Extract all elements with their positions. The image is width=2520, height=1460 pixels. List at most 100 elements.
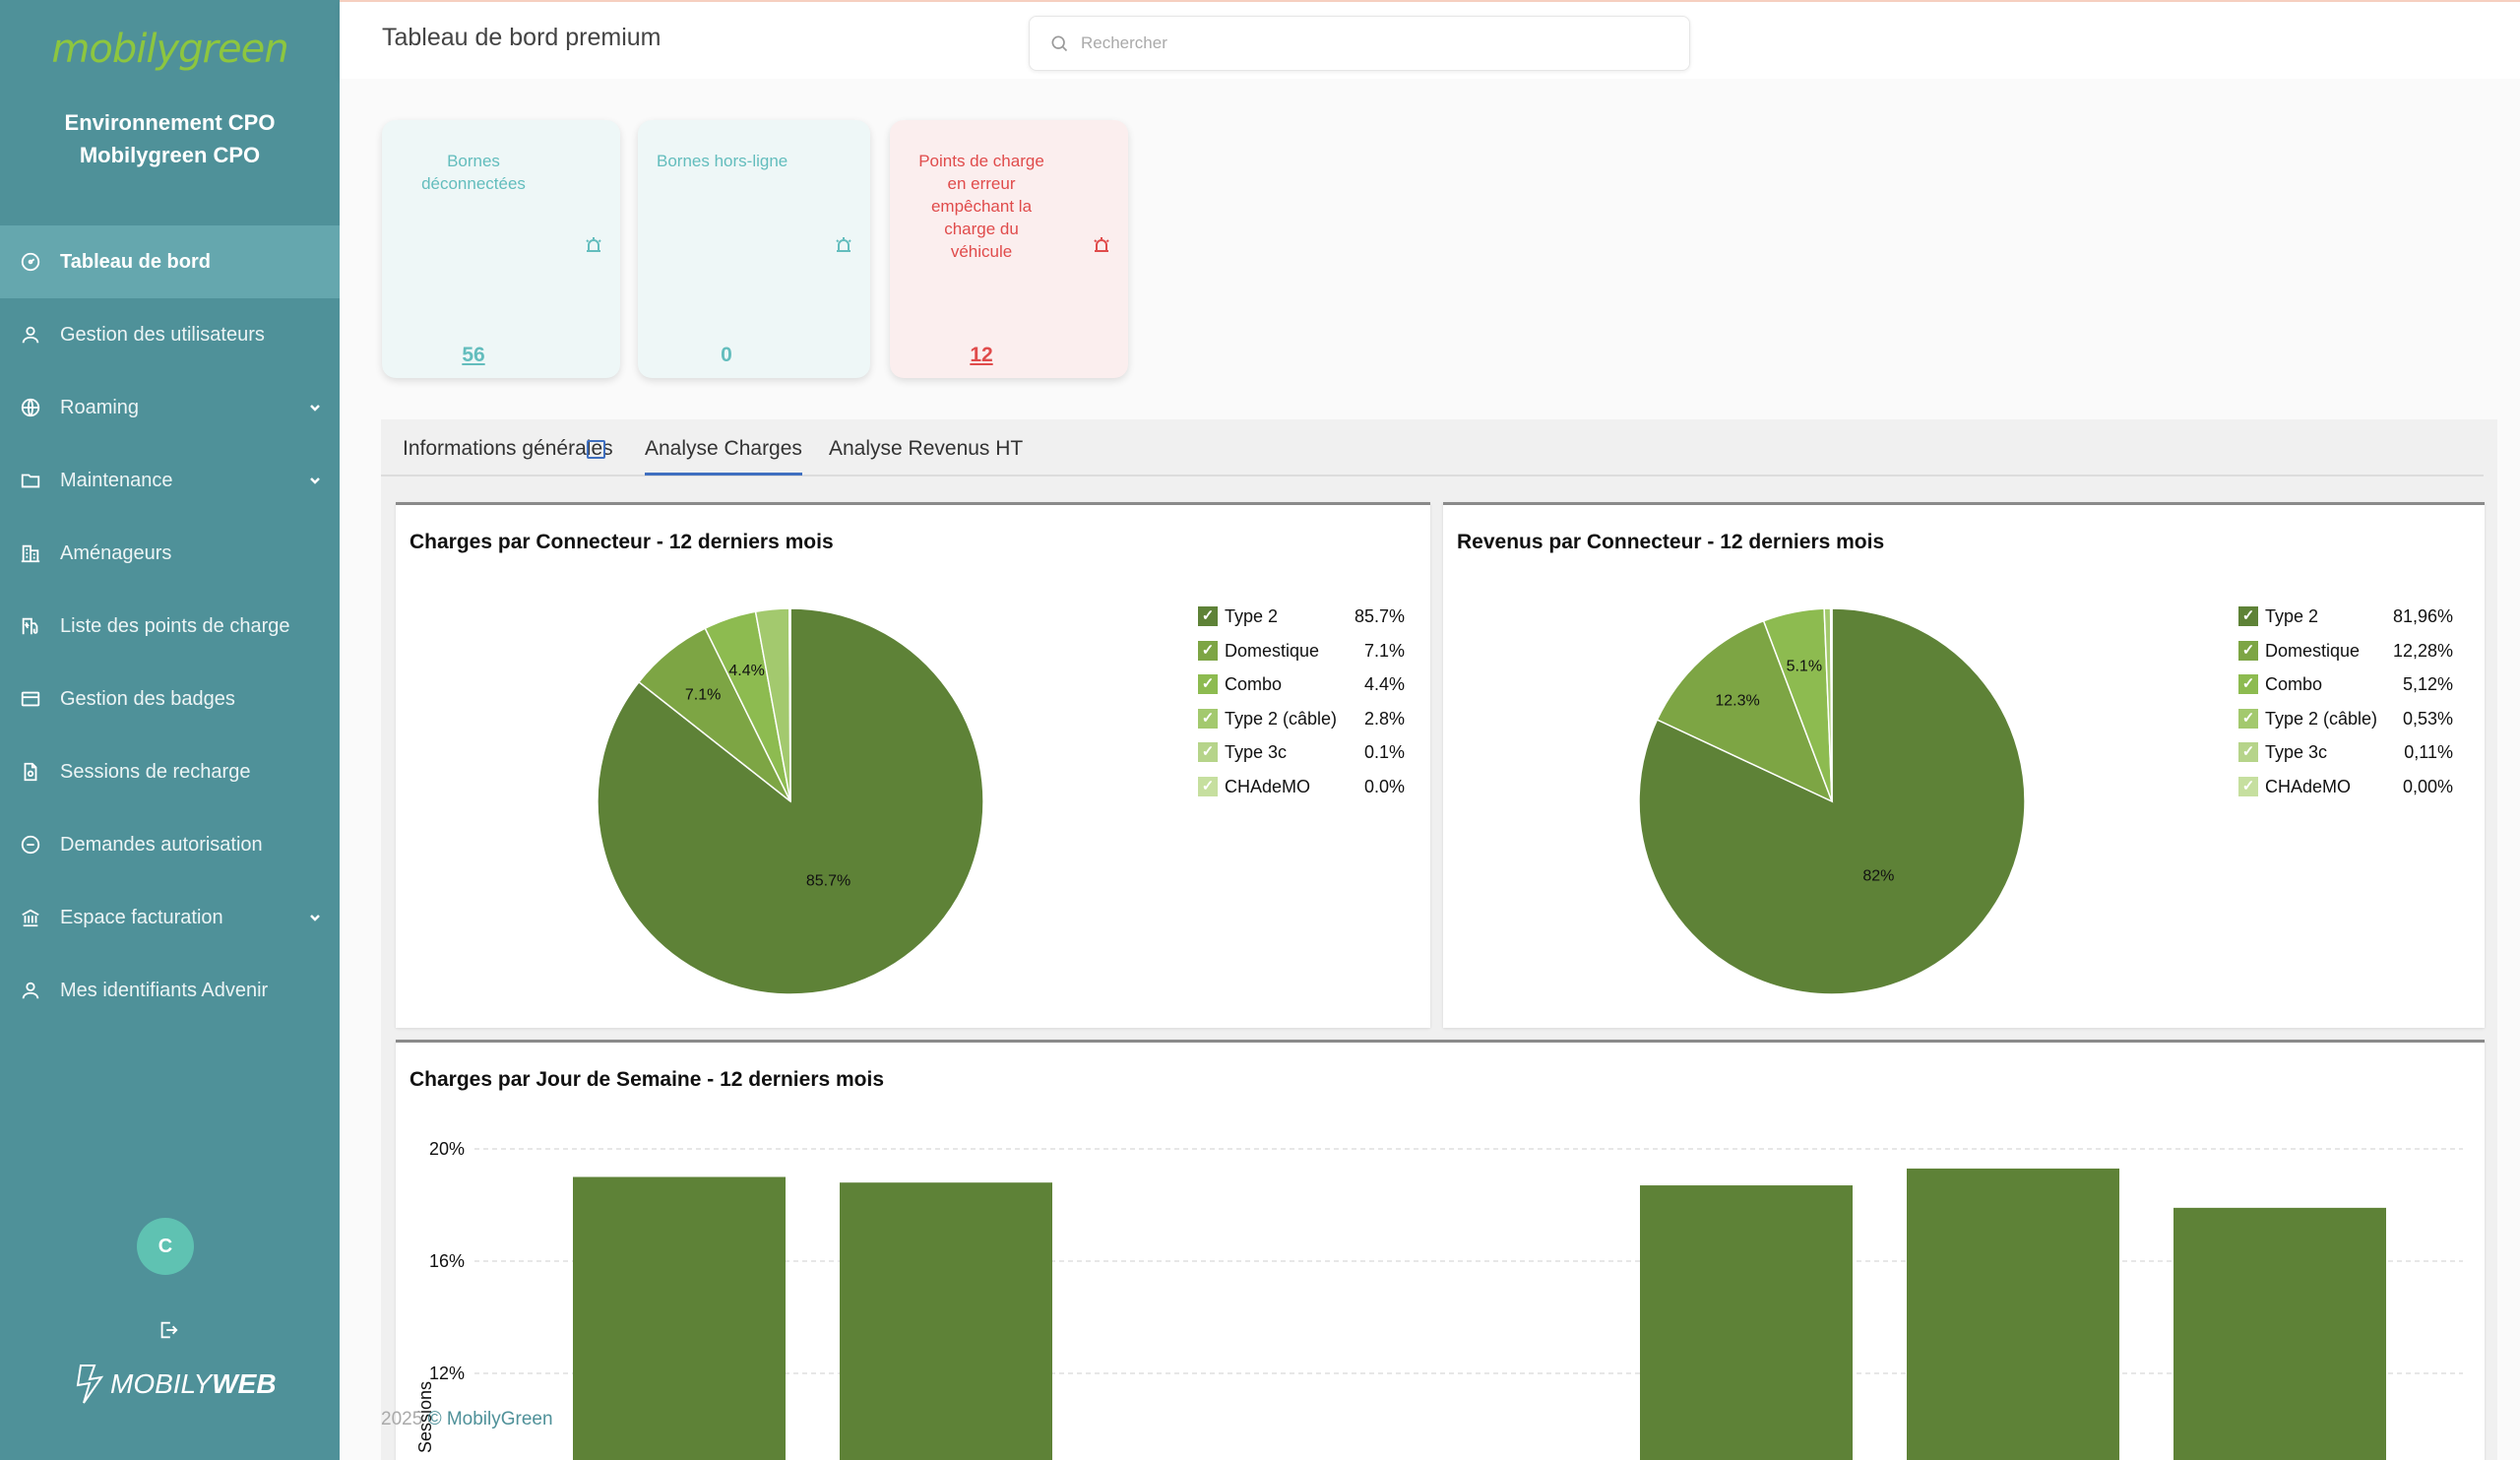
sidebar-item-espace-facturation[interactable]: Espace facturation: [0, 881, 340, 954]
legend-item[interactable]: ✓ Type 3c 0,11%: [2238, 739, 2453, 774]
sidebar-item-demandes-autorisation[interactable]: Demandes autorisation: [0, 808, 340, 881]
mobilygreen-logo[interactable]: mobilygreen: [0, 10, 340, 89]
search-box[interactable]: [1029, 16, 1690, 71]
chevron-down-icon[interactable]: [308, 398, 322, 412]
legend-item[interactable]: ✓ Domestique 12,28%: [2238, 638, 2453, 672]
kpi-card-label-line: Bornes hors-ligne: [657, 152, 788, 170]
tab-analyse-charges[interactable]: Analyse Charges: [645, 437, 802, 476]
search-icon: [1051, 35, 1068, 52]
pie-slice[interactable]: [1656, 619, 1834, 803]
legend-value: 0,11%: [2404, 742, 2453, 762]
bar[interactable]: [2174, 1207, 2386, 1460]
tab-informations-generales[interactable]: Informations générales: [403, 437, 613, 473]
legend-value: 12,28%: [2392, 640, 2453, 661]
avatar[interactable]: C: [137, 1218, 194, 1275]
legend-label: Domestique: [2265, 640, 2361, 661]
footer-year: 2025: [381, 1409, 423, 1429]
legend-item[interactable]: ✓ Combo 5,12%: [2238, 671, 2453, 706]
checkbox-icon[interactable]: ✓: [1198, 640, 1218, 661]
legend-label: Combo: [1225, 674, 1283, 694]
kpi-card[interactable]: Bornes déconnectées 56: [382, 120, 620, 378]
sidebar-item-label: Sessions de recharge: [60, 760, 251, 783]
checkbox-icon[interactable]: ✓: [2238, 776, 2258, 796]
checkbox-icon[interactable]: ✓: [1198, 742, 1218, 762]
pie-slice[interactable]: [788, 607, 791, 802]
legend-value: 0.0%: [1363, 776, 1405, 796]
legend-value: 81,96%: [2392, 606, 2453, 626]
sidebar-item-label: Gestion des utilisateurs: [60, 323, 265, 346]
legend-value: 0.1%: [1363, 742, 1405, 762]
sidebar-item-maintenance[interactable]: Maintenance: [0, 444, 340, 517]
legend-item[interactable]: ✓ Type 2 (câble) 2.8%: [1198, 706, 1405, 740]
bank-icon: [20, 907, 41, 928]
brand-bold: WEB: [212, 1368, 277, 1399]
pie-svg: 82% 12.3% 5.1%: [1638, 607, 2026, 995]
bar[interactable]: [1907, 1168, 2119, 1460]
kpi-card-value[interactable]: 12: [970, 344, 993, 366]
legend-value: 0,53%: [2402, 708, 2453, 729]
legend-item[interactable]: ✓ Type 2 (câble) 0,53%: [2238, 706, 2453, 740]
legend-item[interactable]: ✓ Type 3c 0.1%: [1198, 739, 1405, 774]
pie-slice-label: 4.4%: [728, 663, 764, 679]
chevron-down-icon[interactable]: [308, 471, 322, 484]
legend-item[interactable]: ✓ Combo 4.4%: [1198, 671, 1405, 706]
legend-value: 5,12%: [2402, 674, 2453, 694]
chart-title: Revenus par Connecteur - 12 derniers moi…: [1457, 531, 1885, 553]
checkbox-icon[interactable]: ✓: [2238, 606, 2258, 626]
bar[interactable]: [573, 1176, 786, 1460]
sidebar-item-mes-identifiants-advenir[interactable]: Mes identifiants Advenir: [0, 954, 340, 1027]
dashboard-icon: [20, 251, 41, 273]
legend-value: 0,00%: [2402, 776, 2453, 796]
sidebar-item-tableau-de-bord[interactable]: Tableau de bord: [0, 225, 340, 298]
y-axis-label: Sessions: [415, 1381, 435, 1453]
environment-label: Environnement CPO Mobilygreen CPO: [0, 106, 340, 171]
sidebar-item-sessions-de-recharge[interactable]: Sessions de recharge: [0, 735, 340, 808]
legend-item[interactable]: ✓ CHAdeMO 0.0%: [1198, 774, 1405, 808]
sidebar-item-label: Gestion des badges: [60, 687, 235, 710]
kpi-card[interactable]: Points de charge en erreur empêchant la cha…: [890, 120, 1128, 378]
kpi-card[interactable]: Bornes hors-ligne 0: [638, 120, 870, 378]
checkbox-icon[interactable]: ✓: [1198, 674, 1218, 694]
user-icon: [20, 980, 41, 1001]
pie-slice-label: 12.3%: [1715, 693, 1759, 710]
pie-slice[interactable]: [1829, 607, 1833, 802]
tab-analyse-revenus[interactable]: Analyse Revenus HT: [829, 437, 1023, 473]
legend-item[interactable]: ✓ Domestique 7.1%: [1198, 638, 1405, 672]
chart-title: Charges par Connecteur - 12 derniers moi…: [410, 531, 834, 553]
bolt-icon: [76, 1365, 104, 1404]
checkbox-icon[interactable]: ✓: [2238, 674, 2258, 694]
bar[interactable]: [1640, 1185, 1853, 1460]
checkbox-icon[interactable]: ✓: [2238, 742, 2258, 762]
sidebar-item-gestion-des-utilisateurs[interactable]: Gestion des utilisateurs: [0, 298, 340, 371]
sidebar-item-gestion-des-badges[interactable]: Gestion des badges: [0, 663, 340, 735]
kpi-card-label-line: empêchant la: [930, 197, 1033, 216]
kpi-card-label-line: déconnectées: [421, 174, 526, 193]
sidebar-item-label: Aménageurs: [60, 541, 172, 564]
search-input[interactable]: [1081, 33, 1671, 53]
top-header: Tableau de bord premium: [340, 0, 2520, 79]
logout-icon[interactable]: [158, 1319, 179, 1341]
checkbox-icon[interactable]: ✓: [1198, 776, 1218, 796]
page-title: Tableau de bord premium: [382, 24, 662, 51]
mobilyweb-brand: MOBILY WEB: [75, 1364, 277, 1405]
sidebar-item-roaming[interactable]: Roaming: [0, 371, 340, 444]
kpi-card-label-line: Points de charge: [918, 152, 1044, 170]
legend-item[interactable]: ✓ CHAdeMO 0,00%: [2238, 774, 2453, 808]
sidebar-item-amenageurs[interactable]: Aménageurs: [0, 517, 340, 590]
globe-icon: [20, 397, 41, 418]
sidebar-item-label: Espace facturation: [60, 906, 223, 928]
legend-label: CHAdeMO: [1225, 776, 1311, 796]
legend-item[interactable]: ✓ Type 2 81,96%: [2238, 603, 2453, 638]
checkbox-icon[interactable]: ✓: [1198, 606, 1218, 626]
y-tick-label: 16%: [429, 1251, 465, 1271]
sidebar: mobilygreen Environnement CPO Mobilygree…: [0, 0, 340, 1460]
checkbox-icon[interactable]: ✓: [2238, 708, 2258, 729]
chevron-down-icon[interactable]: [308, 908, 322, 921]
checkbox-icon[interactable]: ✓: [2238, 640, 2258, 661]
bar[interactable]: [840, 1182, 1052, 1460]
sidebar-item-label: Mes identifiants Advenir: [60, 979, 269, 1001]
legend-item[interactable]: ✓ Type 2 85.7%: [1198, 603, 1405, 638]
kpi-card-value[interactable]: 56: [462, 344, 485, 366]
checkbox-icon[interactable]: ✓: [1198, 708, 1218, 729]
sidebar-item-liste-des-points-de-charge[interactable]: Liste des points de charge: [0, 590, 340, 663]
